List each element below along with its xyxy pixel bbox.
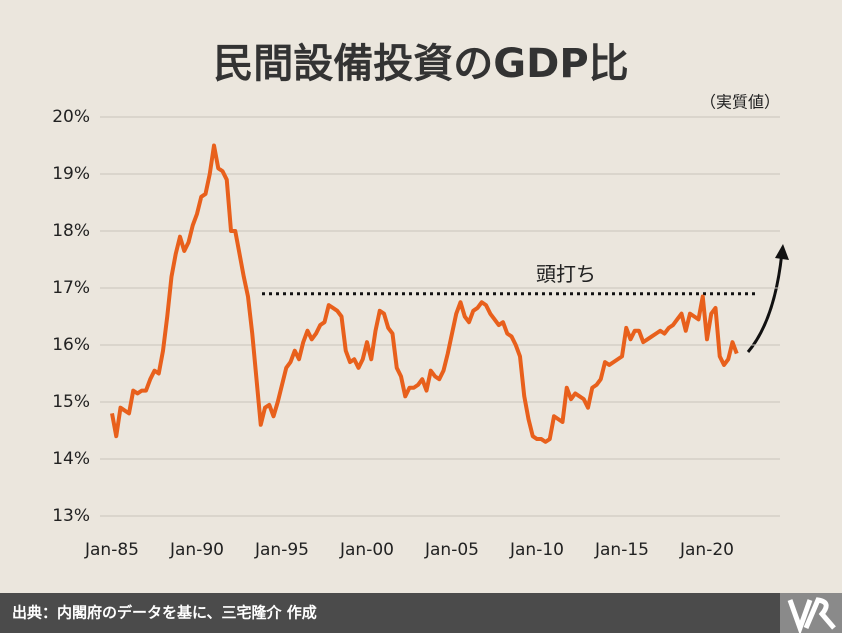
- y-tick-label: 15%: [52, 392, 90, 412]
- chart-subtitle: （実質値）: [700, 93, 780, 112]
- x-tick-label: Jan-05: [424, 540, 479, 560]
- y-tick-label: 16%: [52, 335, 90, 355]
- data-line: [110, 143, 739, 444]
- footer-bar: [0, 593, 842, 633]
- x-tick-label: Jan-20: [679, 540, 734, 560]
- logo: [787, 597, 836, 633]
- x-tick-label: Jan-10: [509, 540, 564, 560]
- arrow-head: [775, 244, 789, 260]
- y-tick-label: 14%: [52, 449, 90, 469]
- y-tick-label: 19%: [52, 164, 90, 184]
- x-tick-label: Jan-00: [339, 540, 394, 560]
- y-tick-label: 17%: [52, 278, 90, 298]
- y-tick-label: 13%: [52, 506, 90, 526]
- x-tick-label: Jan-90: [169, 540, 224, 560]
- chart-title: 民間設備投資のGDP比: [213, 41, 628, 87]
- x-tick-label: Jan-85: [84, 540, 139, 560]
- y-tick-label: 20%: [52, 107, 90, 127]
- x-tick-label: Jan-95: [254, 540, 309, 560]
- x-tick-label: Jan-15: [594, 540, 649, 560]
- source-note: 出典：内閣府のデータを基に、三宅隆介 作成: [12, 604, 317, 622]
- y-tick-label: 18%: [52, 221, 90, 241]
- ceiling-label: 頭打ち: [536, 262, 596, 286]
